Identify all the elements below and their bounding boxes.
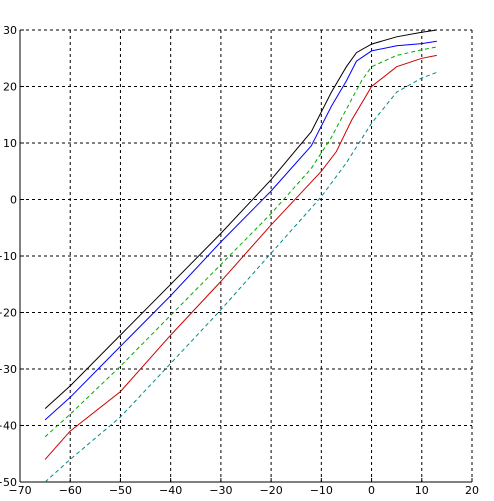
series-line-2 bbox=[44, 40, 437, 421]
series-line-3 bbox=[44, 46, 437, 438]
x-tick-label: −70 bbox=[8, 484, 31, 497]
y-tick-label: 0 bbox=[10, 194, 17, 207]
plot-area bbox=[20, 30, 472, 482]
x-tick-label: −10 bbox=[310, 484, 333, 497]
series-line-5 bbox=[44, 71, 437, 483]
y-tick-label: 10 bbox=[3, 137, 17, 150]
y-tick-label: −40 bbox=[0, 420, 17, 433]
x-tick-label: −50 bbox=[109, 484, 132, 497]
y-tick-label: −50 bbox=[0, 476, 17, 489]
series-line-1 bbox=[44, 29, 437, 409]
y-tick-label: −30 bbox=[0, 363, 17, 376]
x-tick-label: −30 bbox=[209, 484, 232, 497]
series-group bbox=[44, 29, 437, 483]
y-tick-label: 30 bbox=[3, 24, 17, 37]
x-tick-label: −20 bbox=[260, 484, 283, 497]
y-tick-label: 20 bbox=[3, 81, 17, 94]
x-tick-label: −40 bbox=[159, 484, 182, 497]
x-tick-label: 10 bbox=[415, 484, 429, 497]
tick-labels: −70 −60 −50 −40 −30 −20 −10 0 10 20 −50 −40 −30 −20 −1… bbox=[0, 24, 479, 497]
y-tick-label: −20 bbox=[0, 307, 17, 320]
x-tick-label: −60 bbox=[59, 484, 82, 497]
axes bbox=[19, 29, 473, 483]
x-tick-label: 0 bbox=[368, 484, 375, 497]
y-tick-label: −10 bbox=[0, 250, 17, 263]
x-tick-label: 20 bbox=[465, 484, 479, 497]
series-line-4 bbox=[44, 54, 437, 460]
